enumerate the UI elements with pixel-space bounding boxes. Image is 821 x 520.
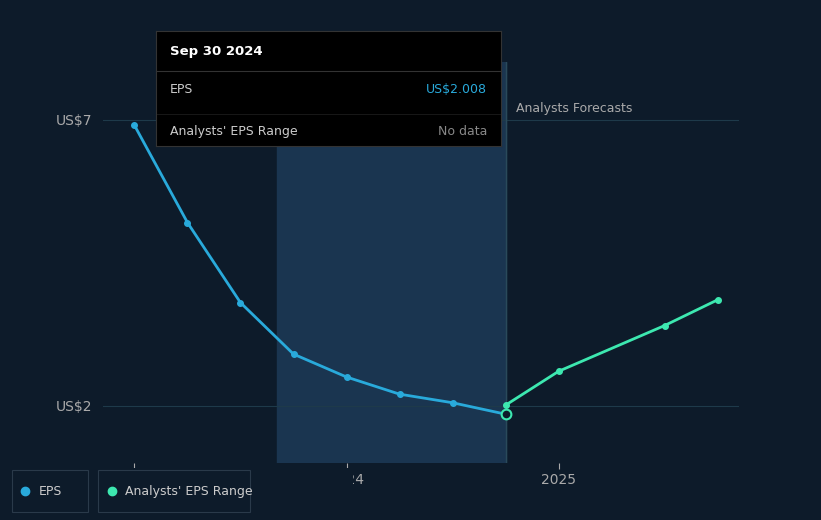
Text: Analysts' EPS Range: Analysts' EPS Range [170,125,297,138]
Text: EPS: EPS [39,485,62,498]
Text: Analysts' EPS Range: Analysts' EPS Range [126,485,253,498]
FancyBboxPatch shape [98,470,250,513]
Text: US$2.008: US$2.008 [426,83,487,96]
FancyBboxPatch shape [11,470,88,513]
Bar [277,62,506,463]
Text: Actual: Actual [456,102,495,115]
Text: No data: No data [438,125,487,138]
Text: Analysts Forecasts: Analysts Forecasts [516,102,632,115]
Text: Sep 30 2024: Sep 30 2024 [170,45,263,58]
Text: EPS: EPS [170,83,193,96]
